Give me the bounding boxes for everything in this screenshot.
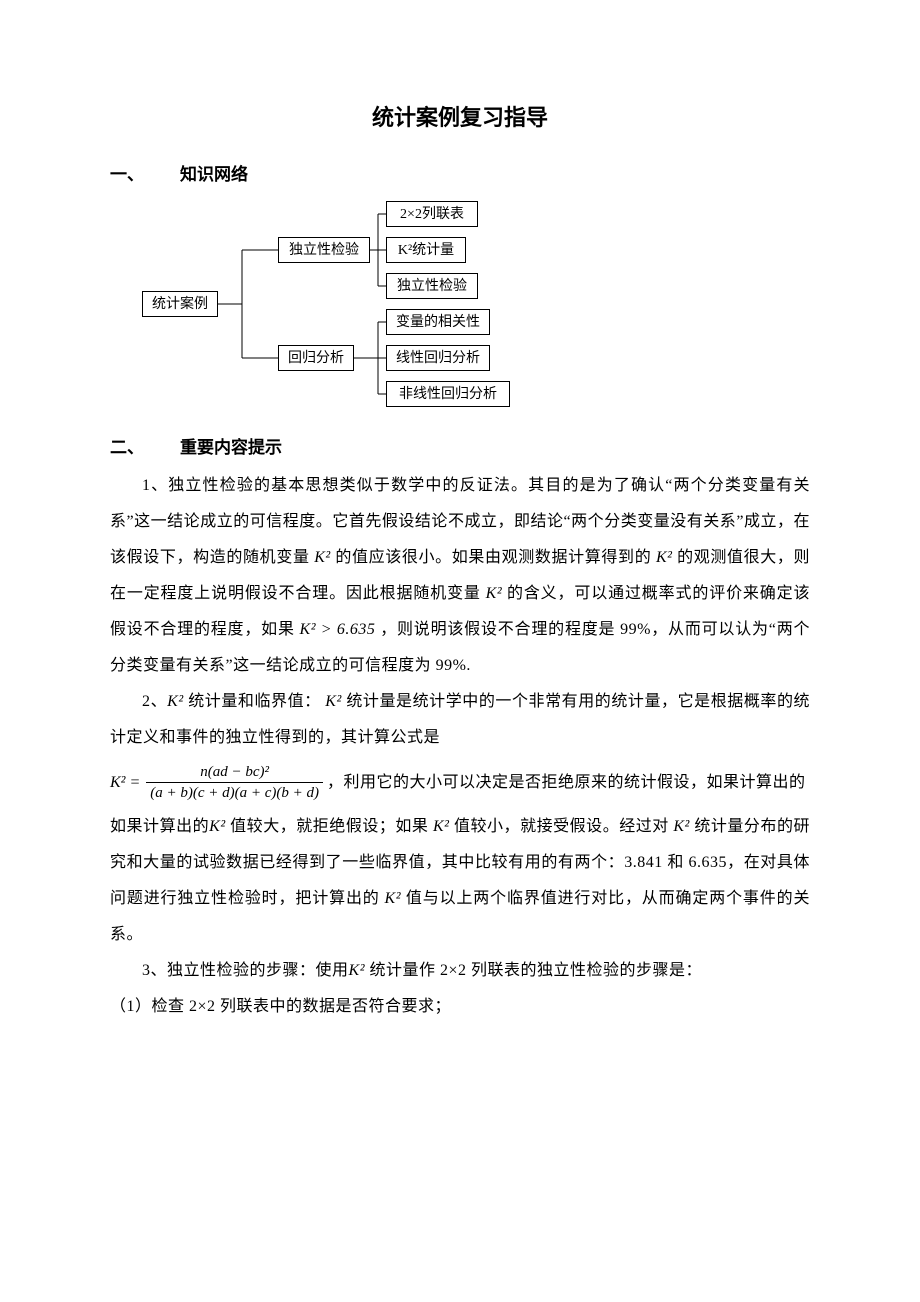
section-2-label: 重要内容提示: [180, 438, 282, 457]
node-leaf-contingency: 2×2列联表: [386, 201, 478, 227]
k2-symbol: K²: [349, 962, 365, 979]
formula-denominator: (a + b)(c + d)(a + c)(b + d): [146, 783, 323, 803]
k2-symbol: K²: [209, 818, 225, 835]
p2-text-a: 2、: [142, 693, 167, 710]
k2-formula-row: K² = n(ad − bc)² (a + b)(c + d)(a + c)(b…: [110, 762, 810, 803]
point-2-intro-paragraph: 2、K² 统计量和临界值： K² 统计量是统计学中的一个非常有用的统计量，它是根…: [110, 684, 810, 756]
point-1-paragraph: 1、独立性检验的基本思想类似于数学中的反证法。其目的是为了确认“两个分类变量有关…: [110, 468, 810, 684]
document-title: 统计案例复习指导: [110, 100, 810, 132]
k2-symbol: K²: [673, 818, 689, 835]
p1-text-b: 的值应该很小。如果由观测数据计算得到的: [335, 549, 651, 566]
p3-text-a: 3、独立性检验的步骤：使用: [142, 962, 349, 979]
node-branch-regression: 回归分析: [278, 345, 354, 371]
formula-fraction: n(ad − bc)² (a + b)(c + d)(a + c)(b + d): [146, 762, 323, 803]
point-3-step-1: （1）检查 2×2 列联表中的数据是否符合要求；: [110, 989, 810, 1025]
knowledge-tree-diagram: 统计案例 独立性检验 回归分析 2×2列联表 K²统计量 独立性检验 变量的相关…: [130, 195, 650, 415]
k2-symbol: K²: [486, 585, 502, 602]
page: 统计案例复习指导 一、知识网络: [0, 0, 920, 1302]
formula-numerator: n(ad − bc)²: [196, 762, 273, 782]
point-2-continued-paragraph: 如果计算出的K² 值较大，就拒绝假设；如果 K² 值较小，就接受假设。经过对 K…: [110, 809, 810, 953]
point-3-paragraph: 3、独立性检验的步骤：使用K² 统计量作 2×2 列联表的独立性检验的步骤是：: [110, 953, 810, 989]
p2-text-f: 值较小，就接受假设。经过对: [454, 818, 669, 835]
k2-symbol: K²: [325, 693, 341, 710]
node-branch-independence: 独立性检验: [278, 237, 370, 263]
node-leaf-nonlinear-reg: 非线性回归分析: [386, 381, 510, 407]
node-leaf-correlation: 变量的相关性: [386, 309, 490, 335]
node-leaf-linear-reg: 线性回归分析: [386, 345, 490, 371]
section-1-label: 知识网络: [180, 165, 248, 184]
k2-inequality: K² > 6.635: [300, 621, 376, 638]
k2-symbol: K²: [656, 549, 672, 566]
section-1-heading: 一、知识网络: [110, 160, 810, 185]
k2-symbol: K²: [314, 549, 330, 566]
k2-symbol: K²: [167, 693, 183, 710]
section-2-number: 二、: [110, 433, 180, 458]
p2-text-b: 统计量和临界值：: [188, 693, 321, 710]
p3-text-b: 统计量作 2×2 列联表的独立性检验的步骤是：: [369, 962, 702, 979]
p2-text-d: ，利用它的大小可以决定是否拒绝原来的统计假设，如果计算出的: [327, 765, 806, 801]
formula-lhs: K² =: [110, 774, 140, 792]
k2-symbol: K²: [385, 890, 401, 907]
node-root: 统计案例: [142, 291, 218, 317]
section-2-heading: 二、重要内容提示: [110, 433, 810, 458]
node-leaf-indep-test: 独立性检验: [386, 273, 478, 299]
section-1-number: 一、: [110, 160, 180, 185]
p2-text-pre: 如果计算出的: [110, 818, 209, 835]
node-leaf-k2stat: K²统计量: [386, 237, 466, 263]
p2-text-e: 值较大，就拒绝假设；如果: [230, 818, 428, 835]
k2-symbol: K²: [433, 818, 449, 835]
